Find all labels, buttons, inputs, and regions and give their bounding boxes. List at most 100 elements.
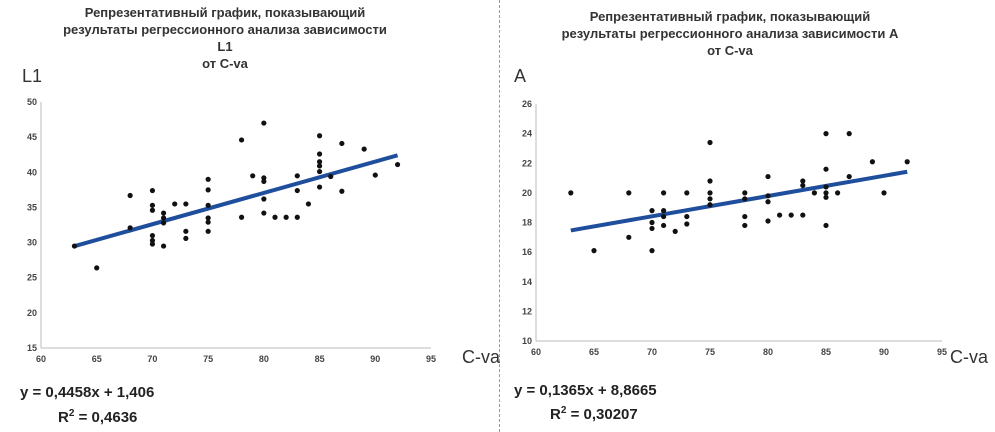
data-point bbox=[205, 187, 211, 193]
data-point bbox=[742, 196, 748, 202]
x-axis-label: C-va bbox=[950, 347, 989, 367]
chart-title-line: от C-va bbox=[202, 56, 248, 71]
data-point bbox=[272, 214, 278, 220]
data-point bbox=[250, 173, 256, 179]
chart-title: Репрезентативный график, показывающий ре… bbox=[55, 4, 395, 72]
data-point bbox=[149, 187, 156, 194]
y-tick-label: 10 bbox=[522, 336, 532, 346]
data-point bbox=[205, 215, 211, 221]
data-point bbox=[707, 190, 713, 196]
data-point bbox=[94, 265, 100, 271]
data-point bbox=[649, 225, 655, 232]
r-squared-symbol: R bbox=[58, 409, 69, 426]
y-tick-label: 35 bbox=[27, 202, 37, 212]
r-squared-label: R2 = 0,4636 bbox=[58, 408, 138, 426]
x-tick-label: 70 bbox=[647, 347, 657, 357]
data-point bbox=[742, 222, 748, 229]
chart-title: Репрезентативный график, показывающий ре… bbox=[550, 8, 910, 59]
data-point bbox=[205, 219, 211, 225]
x-tick-label: 65 bbox=[92, 354, 102, 364]
data-point bbox=[777, 212, 783, 218]
data-point bbox=[160, 210, 167, 216]
y-tick-label: 25 bbox=[27, 273, 37, 283]
regression-equation: y = 0,4458x + 1,406 bbox=[20, 384, 155, 401]
data-point bbox=[205, 202, 211, 208]
x-tick-label: 70 bbox=[147, 354, 157, 364]
data-point bbox=[765, 193, 771, 199]
data-point bbox=[316, 151, 323, 157]
x-tick-label: 95 bbox=[937, 347, 947, 357]
data-point bbox=[339, 140, 345, 147]
y-tick-label: 15 bbox=[27, 343, 37, 353]
r-squared-label: R2 = 0,30207 bbox=[550, 405, 638, 423]
data-point bbox=[835, 190, 841, 196]
data-point bbox=[261, 196, 267, 202]
data-point bbox=[160, 220, 167, 226]
y-tick-label: 50 bbox=[27, 97, 37, 107]
r-squared-symbol: R bbox=[550, 406, 561, 423]
y-axis-label: A bbox=[514, 66, 527, 86]
data-point bbox=[800, 182, 806, 189]
x-axis-label: C-va bbox=[462, 347, 501, 367]
trend-line bbox=[73, 153, 399, 249]
data-point bbox=[800, 178, 806, 184]
y-tick-label: 24 bbox=[522, 129, 532, 139]
data-point bbox=[649, 208, 655, 214]
regression-equation: y = 0,1365x + 8,8665 bbox=[514, 382, 657, 399]
data-point bbox=[823, 184, 829, 190]
data-point bbox=[684, 221, 690, 227]
x-tick-label: 95 bbox=[426, 354, 436, 364]
data-point bbox=[261, 120, 267, 126]
y-tick-label: 16 bbox=[522, 247, 532, 257]
data-point bbox=[127, 225, 133, 231]
data-point bbox=[316, 133, 323, 139]
data-point bbox=[261, 210, 267, 216]
chart-title-line: Репрезентативный график, показывающий bbox=[84, 5, 366, 20]
data-point bbox=[707, 178, 713, 184]
data-point bbox=[800, 212, 806, 218]
data-point bbox=[742, 190, 748, 196]
data-point bbox=[160, 215, 167, 221]
y-tick-label: 22 bbox=[522, 158, 532, 168]
data-point bbox=[626, 190, 632, 196]
data-point bbox=[294, 173, 300, 179]
data-point bbox=[823, 194, 829, 200]
data-point bbox=[765, 218, 771, 224]
chart-title-line: результаты регрессионного анализа зависи… bbox=[63, 22, 387, 54]
data-point bbox=[649, 248, 655, 254]
chart-panel-a: Репрезентативный график, показывающий ре… bbox=[502, 0, 995, 432]
data-point bbox=[811, 190, 817, 196]
x-tick-label: 80 bbox=[259, 354, 269, 364]
data-point bbox=[316, 184, 323, 190]
data-point bbox=[661, 213, 667, 220]
x-tick-label: 60 bbox=[36, 354, 46, 364]
x-tick-label: 80 bbox=[763, 347, 773, 357]
data-point bbox=[823, 131, 829, 137]
data-point bbox=[316, 163, 323, 169]
chart-panel-l1: Репрезентативный график, показывающий ре… bbox=[20, 4, 501, 426]
data-point bbox=[305, 201, 312, 207]
data-point bbox=[765, 199, 771, 205]
y-tick-label: 14 bbox=[522, 277, 532, 287]
x-tick-label: 85 bbox=[315, 354, 325, 364]
data-point bbox=[672, 228, 678, 234]
data-point bbox=[846, 131, 852, 137]
chart-title-line: результаты регрессионного анализа зависи… bbox=[561, 26, 899, 41]
x-tick-label: 90 bbox=[370, 354, 380, 364]
data-point bbox=[823, 222, 829, 229]
y-tick-label: 20 bbox=[27, 308, 37, 318]
data-point bbox=[294, 214, 300, 220]
chart-title-line: Репрезентативный график, показывающий bbox=[589, 9, 871, 24]
data-point bbox=[149, 232, 156, 239]
data-point bbox=[869, 159, 875, 165]
data-point bbox=[149, 202, 156, 208]
x-tick-label: 75 bbox=[705, 347, 715, 357]
data-point bbox=[149, 207, 156, 213]
data-point bbox=[626, 234, 632, 240]
data-point bbox=[160, 243, 167, 249]
data-point bbox=[823, 190, 829, 196]
data-point bbox=[71, 243, 78, 249]
y-tick-label: 20 bbox=[522, 188, 532, 198]
scatter-plot-l1: 15 20 25 30 35 40 45 50 60 65 70 75 80 85 90 95 bbox=[27, 97, 436, 364]
x-tick-label: 75 bbox=[203, 354, 213, 364]
